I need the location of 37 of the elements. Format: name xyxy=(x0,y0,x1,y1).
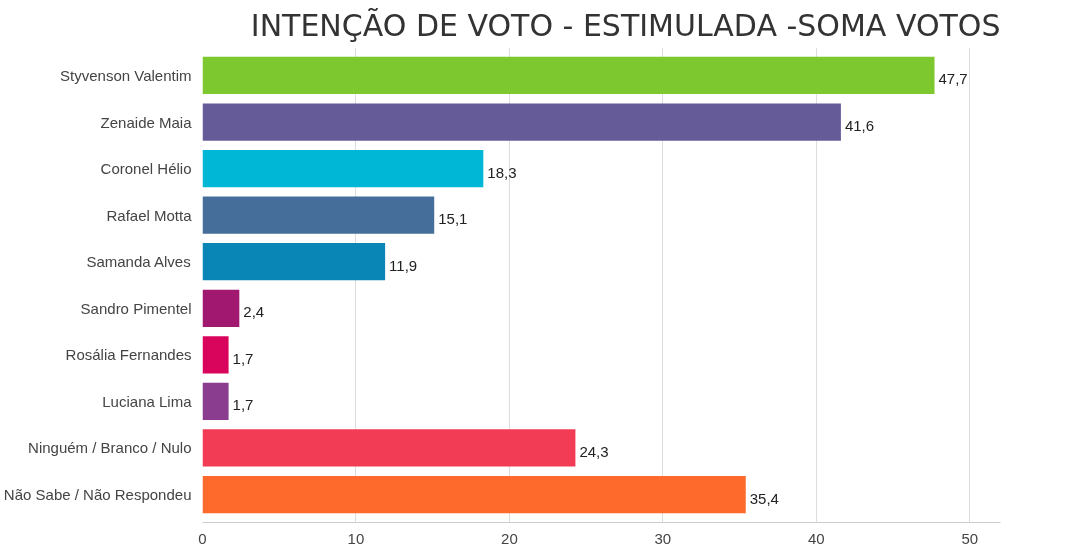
x-tick-label: 10 xyxy=(347,529,365,546)
y-tick-label: Rosália Fernandes xyxy=(65,346,192,364)
data-label: 15,1 xyxy=(438,210,468,228)
y-tick-label: Styvenson Valentim xyxy=(60,66,192,84)
x-tick-label: 50 xyxy=(961,529,979,546)
y-tick-label: Sandro Pimentel xyxy=(80,299,192,317)
data-label: 18,3 xyxy=(487,163,517,181)
y-tick-label: Samanda Alves xyxy=(86,253,191,271)
bar xyxy=(202,103,841,141)
data-label: 1,7 xyxy=(232,396,254,414)
y-tick-label: Ninguém / Branco / Nulo xyxy=(28,439,192,457)
bar xyxy=(202,196,435,234)
x-tick-label: 0 xyxy=(198,529,207,546)
bar xyxy=(202,382,229,421)
bar xyxy=(202,429,576,467)
x-tick-label: 20 xyxy=(501,529,518,546)
x-tick-label: 30 xyxy=(654,529,672,546)
data-label: 11,9 xyxy=(389,256,418,274)
bar xyxy=(202,149,484,188)
data-label: 47,7 xyxy=(938,70,968,88)
y-tick-label: Rafael Motta xyxy=(106,206,193,224)
x-tick-label: 40 xyxy=(808,529,825,546)
bar xyxy=(202,475,746,514)
chart-title: INTENÇÃO DE VOTO - ESTIMULADA -SOMA VOTOS xyxy=(250,7,1001,43)
y-tick-label: Zenaide Maia xyxy=(100,113,193,131)
bar xyxy=(202,336,229,374)
y-tick-label: Não Sabe / Não Respondeu xyxy=(3,486,192,504)
data-label: 24,3 xyxy=(579,442,609,460)
y-tick-label: Luciana Lima xyxy=(102,392,193,410)
bar xyxy=(202,289,240,327)
data-label: 41,6 xyxy=(844,117,875,135)
data-label: 2,4 xyxy=(243,303,265,321)
bar xyxy=(202,243,386,281)
y-tick-label: Coronel Hélio xyxy=(100,160,192,178)
data-label: 35,4 xyxy=(749,489,779,507)
data-label: 1,7 xyxy=(232,349,254,367)
bar xyxy=(202,56,935,95)
